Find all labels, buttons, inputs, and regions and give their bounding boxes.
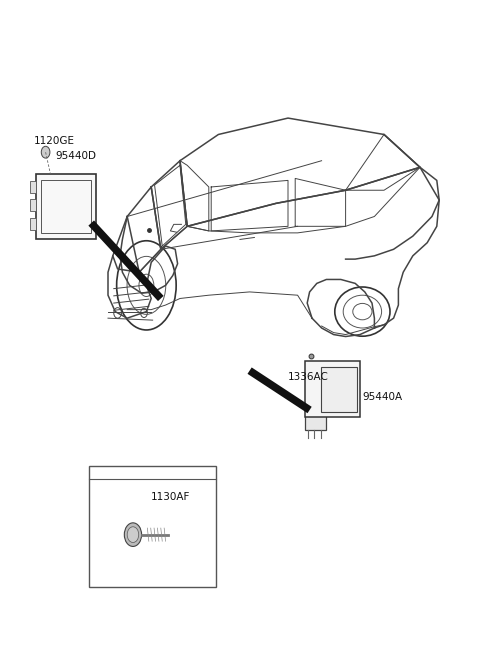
Text: 95440A: 95440A bbox=[362, 392, 403, 402]
Bar bbox=[41, 180, 91, 233]
Circle shape bbox=[127, 527, 139, 543]
Circle shape bbox=[124, 523, 142, 546]
Bar bbox=[36, 174, 96, 239]
Bar bbox=[321, 367, 357, 412]
Bar bbox=[30, 199, 36, 211]
Text: 1336AC: 1336AC bbox=[288, 372, 329, 382]
Bar bbox=[30, 218, 36, 230]
Text: 1130AF: 1130AF bbox=[151, 491, 190, 502]
Text: 95440D: 95440D bbox=[55, 151, 96, 161]
Circle shape bbox=[41, 146, 50, 158]
Bar bbox=[30, 181, 36, 193]
Bar bbox=[89, 466, 216, 587]
Text: 1120GE: 1120GE bbox=[34, 136, 74, 146]
Bar bbox=[305, 361, 360, 417]
Bar bbox=[305, 415, 326, 430]
